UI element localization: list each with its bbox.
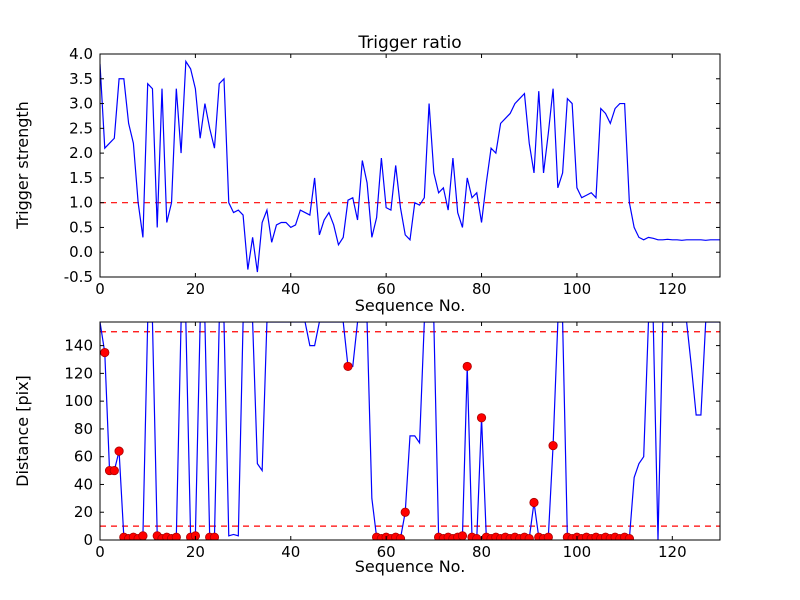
bottom-x-axis-label: Sequence No.: [354, 557, 466, 576]
x-tick-label: 0: [95, 543, 105, 561]
data-marker: [100, 347, 110, 358]
chart-title: Trigger ratio: [358, 33, 462, 53]
axes-frame: [99, 53, 721, 278]
data-line: [100, 322, 720, 540]
y-tick-label: 120: [64, 364, 93, 382]
x-tick-label: 120: [658, 280, 687, 298]
y-tick-label: 0.5: [69, 218, 93, 236]
data-marker: [543, 532, 553, 540]
y-tick-label: 60: [74, 448, 93, 466]
x-tick-label: 80: [472, 543, 491, 561]
x-tick-label: 40: [281, 543, 300, 561]
data-marker: [171, 532, 181, 540]
x-tick-label: 60: [377, 280, 396, 298]
y-tick-label: 80: [74, 420, 93, 438]
data-marker: [343, 361, 353, 372]
data-marker: [457, 531, 468, 540]
bottom-y-axis-label: Distance [pix]: [13, 375, 32, 487]
x-tick-label: 80: [472, 280, 491, 298]
data-marker: [109, 465, 119, 476]
y-tick-label: 3.0: [69, 95, 93, 113]
subplot-1: 0 20 40 60 80 100 120 0 20 40 60 80 100 120 140: [64, 321, 721, 561]
y-tick-label: 2.0: [69, 144, 93, 162]
x-tick-label: 60: [377, 543, 396, 561]
x-tick-label: 40: [281, 280, 300, 298]
axes-frame: [99, 321, 721, 541]
y-tick-label: 140: [64, 337, 93, 355]
data-marker: [138, 531, 148, 540]
top-x-axis-label: Sequence No.: [354, 296, 466, 315]
y-tick-label: 1.5: [69, 169, 93, 187]
data-marker: [524, 534, 534, 540]
data-marker: [190, 531, 200, 540]
y-tick-label: 20: [74, 503, 93, 521]
data-marker: [548, 440, 558, 451]
data-marker: [209, 532, 220, 540]
subplot-0: 0 20 40 60 80 100 120 -0.5 0.0 0.5 1.0 1.5 2.0 2.5 3.0…: [64, 45, 721, 298]
y-tick-label: 3.5: [69, 70, 93, 88]
data-marker: [395, 534, 406, 540]
y-tick-label: 40: [74, 475, 93, 493]
x-tick-label: 20: [186, 543, 205, 561]
data-line: [100, 59, 720, 273]
y-tick-label: 0.0: [69, 243, 93, 261]
data-marker: [624, 534, 634, 540]
data-marker: [462, 361, 472, 372]
y-tick-label: 2.5: [69, 119, 93, 137]
x-tick-label: 100: [563, 543, 592, 561]
data-marker: [472, 534, 482, 540]
x-tick-label: 0: [95, 280, 105, 298]
y-tick-label: -0.5: [64, 268, 93, 286]
data-marker: [476, 413, 487, 423]
y-tick-label: 4.0: [69, 45, 93, 63]
y-tick-label: 100: [64, 392, 93, 410]
data-marker: [529, 497, 539, 508]
data-marker: [400, 507, 410, 517]
x-tick-label: 100: [563, 280, 592, 298]
x-tick-label: 120: [658, 543, 687, 561]
y-tick-label: 1.0: [69, 194, 93, 212]
data-marker: [114, 446, 124, 456]
top-y-axis-label: Trigger strength: [13, 101, 32, 229]
x-tick-label: 20: [186, 280, 205, 298]
y-tick-label: 0: [83, 531, 93, 549]
